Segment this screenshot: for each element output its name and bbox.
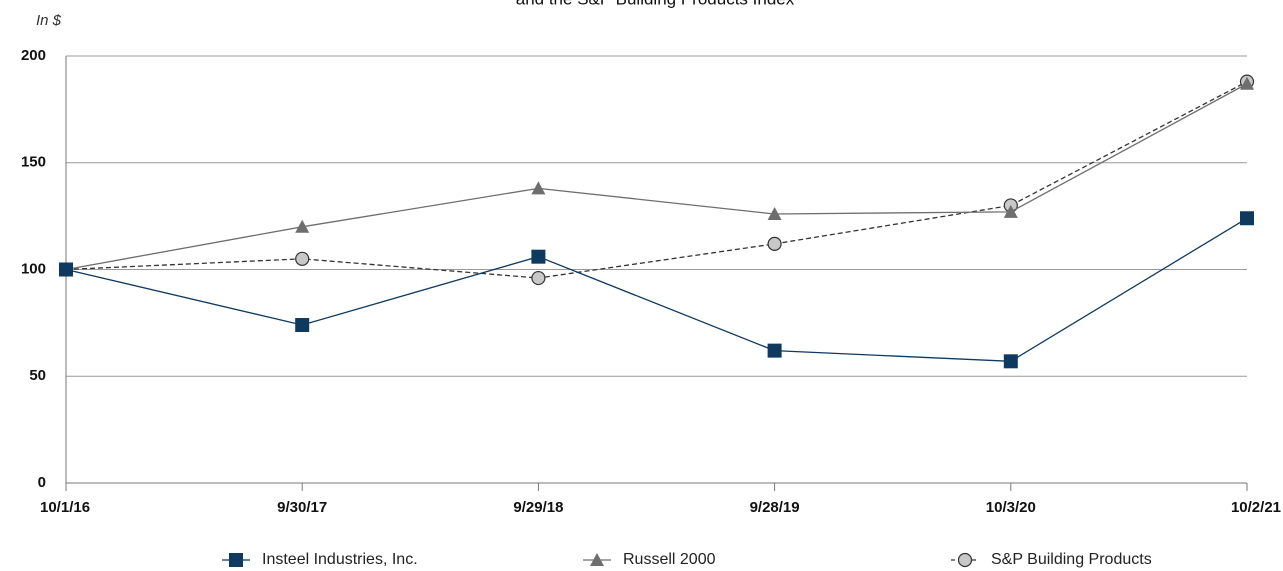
x-tick-label: 10/3/20 [986, 499, 1036, 516]
data-point [295, 318, 310, 333]
series-line [65, 83, 1248, 271]
legend-label: Russell 2000 [623, 551, 716, 568]
data-point [1240, 76, 1254, 90]
data-point [767, 236, 782, 251]
chart-title: and the S&P Building Products Index [516, 0, 795, 8]
gridlines [66, 55, 1247, 484]
data-point [1240, 211, 1254, 226]
axes: 0 50 100 150 200 10/1/16 9/30/17 9/29/18 9/28/19… [21, 47, 1281, 516]
x-tick-label: 9/28/19 [750, 499, 800, 516]
series-line [65, 217, 1248, 362]
x-tick-label: 9/30/17 [277, 499, 327, 516]
data-point [59, 262, 73, 277]
series-0 [59, 211, 1254, 369]
y-tick-label: 100 [21, 260, 46, 277]
data-point [767, 343, 782, 358]
series-2 [58, 74, 1255, 286]
legend: Insteel Industries, Inc. Russell 2000 S&P … [222, 551, 1152, 568]
series-1 [59, 76, 1254, 276]
y-tick-label: 200 [21, 47, 46, 64]
series-lines [58, 74, 1255, 369]
legend-item-1: Russell 2000 [583, 551, 716, 568]
legend-swatch-marker [957, 552, 973, 568]
legend-swatch-marker [229, 553, 243, 567]
y-tick-label: 50 [29, 367, 46, 384]
data-point [531, 181, 546, 195]
legend-swatch-marker [590, 553, 604, 566]
x-tick-label: 9/29/18 [513, 499, 563, 516]
x-tick-label: 10/2/21 [1231, 499, 1281, 516]
data-point [295, 251, 310, 266]
data-point [1003, 204, 1018, 218]
data-point [295, 219, 310, 233]
legend-label: S&P Building Products [991, 551, 1152, 568]
x-tick-label: 10/1/16 [40, 499, 90, 516]
legend-label: Insteel Industries, Inc. [262, 551, 418, 568]
data-point [531, 270, 546, 286]
y-tick-label: 0 [38, 474, 46, 491]
data-point [1003, 354, 1018, 369]
series-line [65, 81, 1248, 279]
data-point [767, 206, 782, 220]
legend-item-2: S&P Building Products [951, 551, 1152, 568]
legend-item-0: Insteel Industries, Inc. [222, 551, 418, 568]
data-point [531, 249, 546, 264]
y-tick-label: 150 [21, 154, 46, 171]
y-axis-unit-label: In $ [36, 12, 62, 29]
